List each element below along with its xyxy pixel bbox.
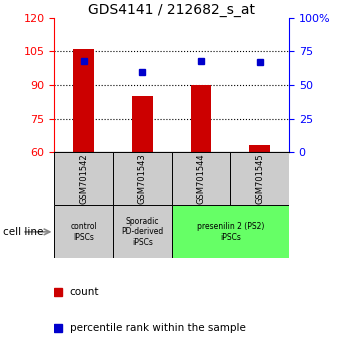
Text: presenilin 2 (PS2)
iPSCs: presenilin 2 (PS2) iPSCs: [197, 222, 264, 241]
Bar: [113, 152, 172, 205]
Text: GSM701543: GSM701543: [138, 153, 147, 204]
Text: GSM701542: GSM701542: [79, 153, 88, 204]
Text: GSM701545: GSM701545: [255, 153, 264, 204]
Text: control
IPSCs: control IPSCs: [70, 222, 97, 241]
Bar: [172, 152, 231, 205]
Bar: [113, 205, 172, 258]
Bar: [172, 205, 289, 258]
Bar: [54, 152, 113, 205]
Text: cell line: cell line: [3, 227, 44, 237]
Bar: [54, 205, 113, 258]
Title: GDS4141 / 212682_s_at: GDS4141 / 212682_s_at: [88, 3, 255, 17]
Bar: [73, 49, 94, 152]
Bar: [132, 96, 153, 152]
Text: count: count: [70, 287, 99, 297]
Text: Sporadic
PD-derived
iPSCs: Sporadic PD-derived iPSCs: [121, 217, 164, 247]
Bar: [191, 85, 211, 152]
Bar: [231, 152, 289, 205]
Text: percentile rank within the sample: percentile rank within the sample: [70, 322, 245, 333]
Text: GSM701544: GSM701544: [197, 153, 205, 204]
Bar: [250, 145, 270, 152]
